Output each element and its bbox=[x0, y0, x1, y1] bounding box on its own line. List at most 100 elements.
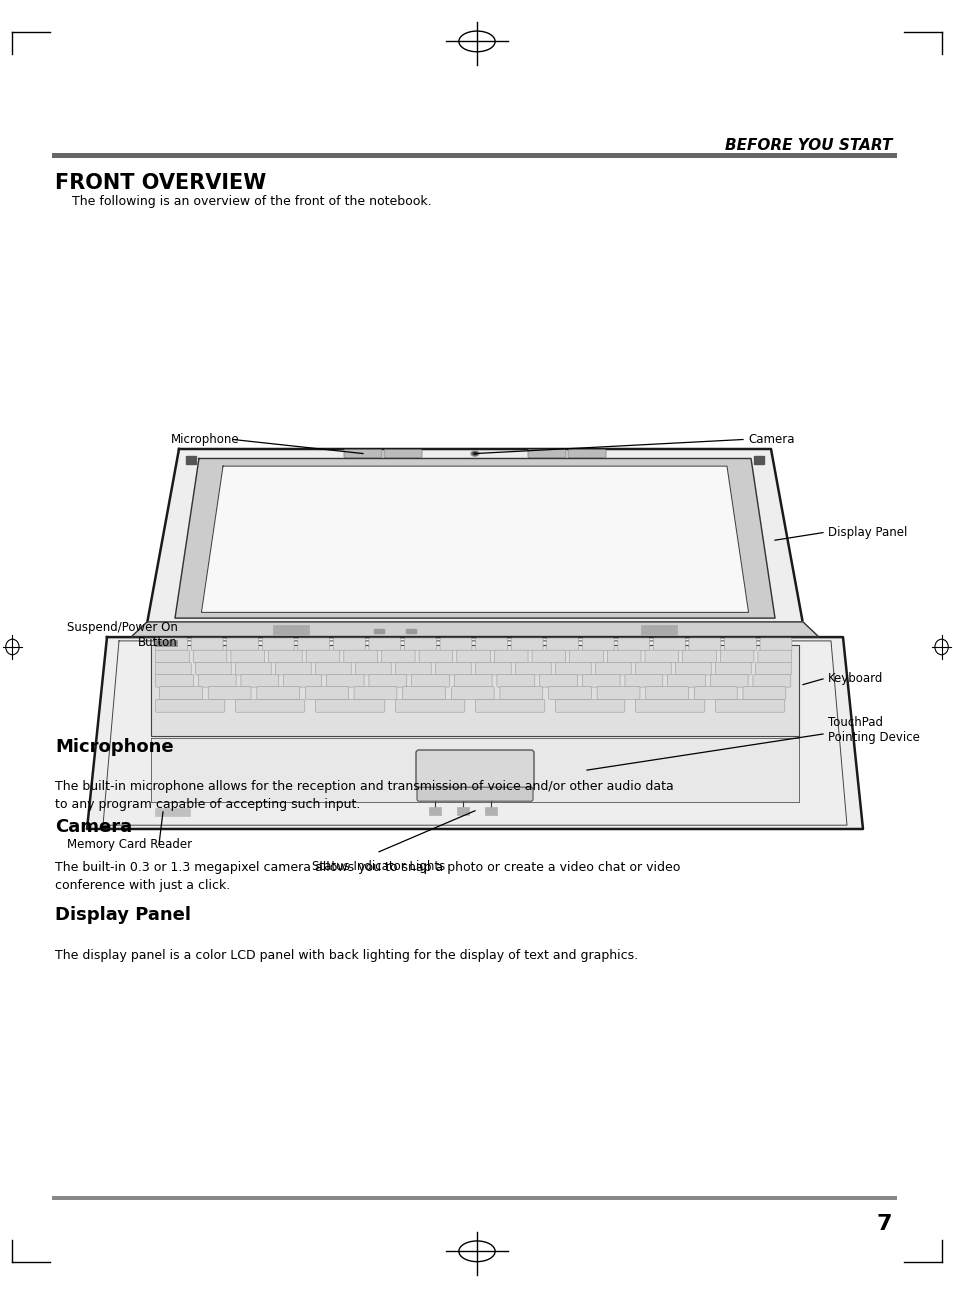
FancyBboxPatch shape bbox=[384, 449, 421, 458]
Polygon shape bbox=[131, 622, 818, 637]
Text: Suspend/Power On
Button: Suspend/Power On Button bbox=[67, 621, 177, 648]
FancyBboxPatch shape bbox=[208, 687, 251, 699]
Text: Microphone: Microphone bbox=[55, 738, 173, 756]
FancyBboxPatch shape bbox=[675, 663, 710, 675]
FancyBboxPatch shape bbox=[436, 663, 471, 675]
FancyBboxPatch shape bbox=[315, 700, 384, 712]
FancyBboxPatch shape bbox=[411, 674, 449, 687]
FancyBboxPatch shape bbox=[497, 674, 535, 687]
Text: The following is an overview of the front of the notebook.: The following is an overview of the fron… bbox=[71, 195, 431, 208]
FancyBboxPatch shape bbox=[555, 663, 591, 675]
FancyBboxPatch shape bbox=[742, 687, 785, 699]
FancyBboxPatch shape bbox=[402, 687, 445, 699]
FancyBboxPatch shape bbox=[476, 663, 511, 675]
FancyBboxPatch shape bbox=[355, 663, 391, 675]
FancyBboxPatch shape bbox=[395, 663, 431, 675]
FancyBboxPatch shape bbox=[344, 449, 381, 458]
FancyBboxPatch shape bbox=[231, 650, 264, 663]
Text: Camera: Camera bbox=[747, 433, 794, 446]
Text: TouchPad
Pointing Device: TouchPad Pointing Device bbox=[827, 716, 919, 744]
Bar bbox=[484, 806, 497, 815]
FancyBboxPatch shape bbox=[454, 674, 492, 687]
FancyBboxPatch shape bbox=[297, 638, 330, 651]
FancyBboxPatch shape bbox=[645, 687, 688, 699]
FancyBboxPatch shape bbox=[155, 663, 191, 675]
FancyBboxPatch shape bbox=[760, 638, 791, 651]
Text: The display panel is a color LCD panel with back lighting for the display of tex: The display panel is a color LCD panel w… bbox=[55, 949, 638, 961]
FancyBboxPatch shape bbox=[755, 663, 790, 675]
FancyBboxPatch shape bbox=[476, 638, 507, 651]
FancyBboxPatch shape bbox=[752, 674, 790, 687]
FancyBboxPatch shape bbox=[527, 449, 565, 458]
Bar bbox=[429, 806, 440, 815]
FancyBboxPatch shape bbox=[155, 650, 189, 663]
FancyBboxPatch shape bbox=[305, 687, 348, 699]
FancyBboxPatch shape bbox=[416, 787, 533, 801]
FancyBboxPatch shape bbox=[333, 638, 365, 651]
FancyBboxPatch shape bbox=[710, 674, 747, 687]
FancyBboxPatch shape bbox=[569, 650, 602, 663]
FancyBboxPatch shape bbox=[369, 674, 406, 687]
FancyBboxPatch shape bbox=[515, 663, 551, 675]
Text: The built-in microphone allows for the reception and transmission of voice and/o: The built-in microphone allows for the r… bbox=[55, 780, 674, 811]
Bar bbox=[154, 807, 190, 817]
FancyBboxPatch shape bbox=[381, 650, 415, 663]
FancyBboxPatch shape bbox=[155, 638, 188, 651]
FancyBboxPatch shape bbox=[451, 687, 494, 699]
FancyBboxPatch shape bbox=[667, 674, 704, 687]
FancyBboxPatch shape bbox=[159, 687, 202, 699]
FancyBboxPatch shape bbox=[193, 650, 227, 663]
FancyBboxPatch shape bbox=[715, 663, 750, 675]
Text: Camera: Camera bbox=[55, 818, 132, 836]
FancyBboxPatch shape bbox=[635, 700, 704, 712]
FancyBboxPatch shape bbox=[416, 751, 534, 791]
FancyBboxPatch shape bbox=[306, 650, 339, 663]
FancyBboxPatch shape bbox=[262, 638, 294, 651]
FancyBboxPatch shape bbox=[715, 700, 784, 712]
FancyBboxPatch shape bbox=[326, 674, 364, 687]
Bar bbox=[374, 629, 384, 633]
FancyBboxPatch shape bbox=[198, 674, 235, 687]
FancyBboxPatch shape bbox=[456, 650, 490, 663]
FancyBboxPatch shape bbox=[532, 650, 565, 663]
Polygon shape bbox=[87, 637, 862, 829]
FancyBboxPatch shape bbox=[369, 638, 400, 651]
FancyBboxPatch shape bbox=[757, 650, 791, 663]
Text: The built-in 0.3 or 1.3 megapixel camera allows you to snap a photo or create a : The built-in 0.3 or 1.3 megapixel camera… bbox=[55, 861, 680, 892]
Bar bbox=[753, 455, 763, 463]
Polygon shape bbox=[151, 738, 799, 802]
FancyBboxPatch shape bbox=[499, 687, 542, 699]
Text: Microphone: Microphone bbox=[171, 433, 239, 446]
FancyBboxPatch shape bbox=[395, 700, 464, 712]
FancyBboxPatch shape bbox=[720, 650, 753, 663]
FancyBboxPatch shape bbox=[268, 650, 302, 663]
FancyBboxPatch shape bbox=[511, 638, 542, 651]
FancyBboxPatch shape bbox=[476, 700, 544, 712]
Text: Memory Card Reader: Memory Card Reader bbox=[67, 837, 192, 850]
FancyBboxPatch shape bbox=[567, 449, 605, 458]
FancyBboxPatch shape bbox=[539, 674, 577, 687]
Text: 7: 7 bbox=[876, 1214, 891, 1233]
FancyBboxPatch shape bbox=[155, 674, 193, 687]
FancyBboxPatch shape bbox=[635, 663, 671, 675]
Bar bbox=[456, 806, 469, 815]
FancyBboxPatch shape bbox=[607, 650, 640, 663]
FancyBboxPatch shape bbox=[555, 700, 624, 712]
Bar bbox=[154, 639, 177, 646]
FancyBboxPatch shape bbox=[624, 674, 662, 687]
FancyBboxPatch shape bbox=[439, 638, 472, 651]
FancyBboxPatch shape bbox=[494, 650, 528, 663]
Bar bbox=[273, 625, 309, 634]
FancyBboxPatch shape bbox=[235, 663, 271, 675]
Text: FRONT OVERVIEW: FRONT OVERVIEW bbox=[55, 173, 266, 193]
Text: Display Panel: Display Panel bbox=[55, 906, 192, 924]
FancyBboxPatch shape bbox=[546, 638, 578, 651]
FancyBboxPatch shape bbox=[275, 663, 311, 675]
FancyBboxPatch shape bbox=[155, 700, 225, 712]
FancyBboxPatch shape bbox=[618, 638, 649, 651]
FancyBboxPatch shape bbox=[191, 638, 223, 651]
Polygon shape bbox=[174, 458, 774, 619]
FancyBboxPatch shape bbox=[315, 663, 351, 675]
Polygon shape bbox=[147, 449, 802, 624]
Text: Keyboard: Keyboard bbox=[827, 673, 882, 686]
